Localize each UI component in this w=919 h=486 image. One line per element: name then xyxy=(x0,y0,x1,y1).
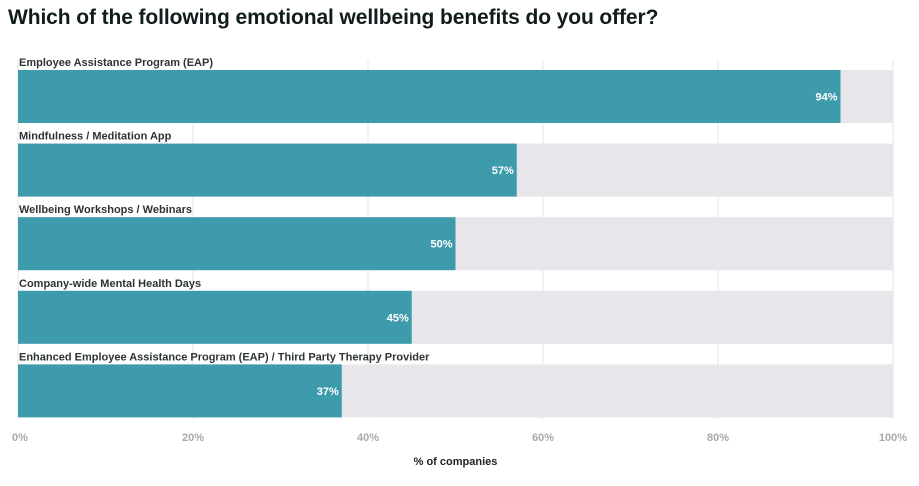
x-tick-label: 0% xyxy=(12,432,28,444)
bars xyxy=(18,70,841,418)
bar xyxy=(18,70,841,123)
x-tick-label: 60% xyxy=(532,432,554,444)
value-label: 45% xyxy=(387,312,409,324)
x-tick-label: 20% xyxy=(182,432,204,444)
value-label: 57% xyxy=(492,165,514,177)
category-label: Wellbeing Workshops / Webinars xyxy=(19,204,192,216)
value-label: 50% xyxy=(430,239,452,251)
x-tick-label: 100% xyxy=(879,432,907,444)
x-axis-title: % of companies xyxy=(414,456,498,468)
value-labels: 94% 57% 50% 45% 37% xyxy=(317,92,838,398)
category-labels: Employee Assistance Program (EAP) Mindful… xyxy=(19,57,430,363)
bar xyxy=(18,364,342,418)
bar xyxy=(18,217,456,271)
category-label: Enhanced Employee Assistance Program (EA… xyxy=(19,351,430,363)
bar xyxy=(18,143,517,197)
category-label: Mindfulness / Meditation App xyxy=(19,131,172,143)
value-label: 94% xyxy=(815,92,837,104)
x-tick-label: 40% xyxy=(357,432,379,444)
category-label: Company-wide Mental Health Days xyxy=(19,278,201,290)
category-label: Employee Assistance Program (EAP) xyxy=(19,57,213,69)
bar xyxy=(18,290,412,344)
x-axis-ticks: 0% 20% 40% 60% 80% 100% xyxy=(12,432,907,444)
value-label: 37% xyxy=(317,386,339,398)
chart-title: Which of the following emotional wellbei… xyxy=(8,6,659,29)
x-tick-label: 80% xyxy=(707,432,729,444)
